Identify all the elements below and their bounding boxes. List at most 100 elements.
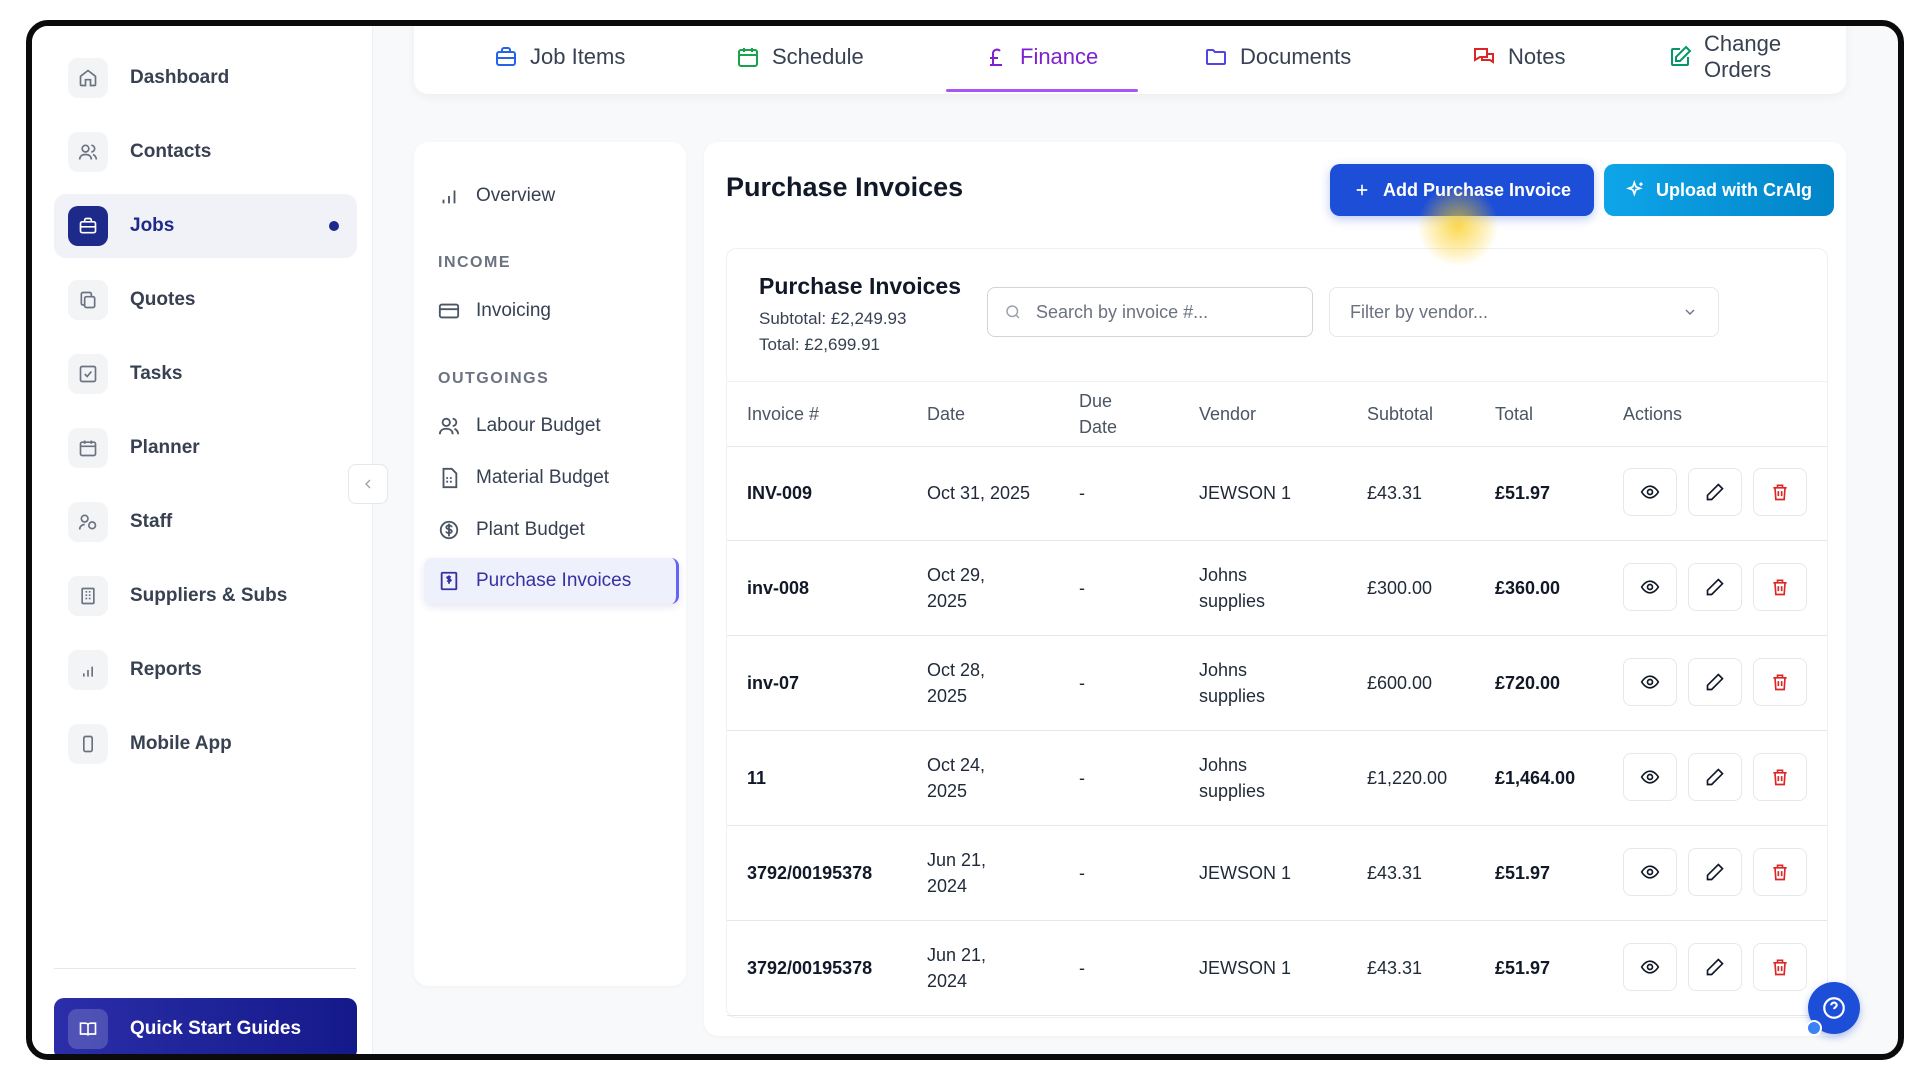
column-header-subtotal: Subtotal: [1367, 404, 1434, 424]
cell-vendor: JEWSON 1: [1199, 445, 1291, 540]
edit-button[interactable]: [1688, 943, 1742, 991]
cell-total: £51.97: [1495, 862, 1551, 883]
collapse-sidebar-button[interactable]: [348, 464, 388, 504]
cell-total: £1,464.00: [1495, 767, 1576, 788]
pencil-icon: [1705, 767, 1725, 787]
sidebar-item-label: Contacts: [130, 141, 212, 162]
vendor-filter-select[interactable]: Filter by vendor...: [1329, 287, 1719, 337]
cell-vendor: JEWSON 1: [1199, 920, 1291, 1015]
sidebar-item-label: Tasks: [130, 363, 183, 384]
view-button[interactable]: [1623, 848, 1677, 896]
sidebar: Dashboard Contacts Jobs Quotes Tasks Pla…: [32, 26, 373, 1054]
column-header-invoice: Invoice #: [747, 404, 820, 424]
delete-button[interactable]: [1753, 468, 1807, 516]
date-line-1: Oct 29,: [927, 564, 986, 585]
eye-icon: [1640, 957, 1660, 977]
edit-button[interactable]: [1688, 563, 1742, 611]
sidebar-item-dashboard[interactable]: Dashboard: [54, 46, 357, 110]
search-input[interactable]: [1034, 300, 1298, 324]
view-button[interactable]: [1623, 468, 1677, 516]
tab-finance[interactable]: Finance: [984, 26, 1098, 88]
sidebar-item-reports[interactable]: Reports: [54, 638, 357, 702]
edit-button[interactable]: [1688, 658, 1742, 706]
sidebar-item-tasks[interactable]: Tasks: [54, 342, 357, 406]
subnav-item-material-budget[interactable]: Material Budget: [424, 454, 676, 502]
cell-due-date: -: [1079, 767, 1085, 788]
view-button[interactable]: [1623, 753, 1677, 801]
sidebar-item-planner[interactable]: Planner: [54, 416, 357, 480]
dollar-circle-icon: [438, 519, 460, 541]
purchase-invoices-panel: Purchase Invoices Add Purchase Invoice U…: [704, 142, 1846, 1036]
table-row: INV-009 Oct 31, 2025 - JEWSON 1 £43.31 £…: [727, 445, 1827, 541]
delete-button[interactable]: [1753, 563, 1807, 611]
pencil-icon: [1705, 577, 1725, 597]
sidebar-item-jobs[interactable]: Jobs: [54, 194, 357, 258]
delete-button[interactable]: [1753, 658, 1807, 706]
page-title: Purchase Invoices: [726, 172, 964, 202]
sidebar-item-quotes[interactable]: Quotes: [54, 268, 357, 332]
cell-subtotal: £43.31: [1367, 482, 1423, 503]
column-header-total: Total: [1495, 404, 1534, 424]
cell-subtotal: £1,220.00: [1367, 767, 1448, 788]
subnav-item-invoicing[interactable]: Invoicing: [424, 287, 676, 335]
pencil-icon: [1705, 482, 1725, 502]
column-header-actions: Actions: [1623, 404, 1683, 424]
delete-button[interactable]: [1753, 848, 1807, 896]
trash-icon: [1770, 957, 1790, 977]
tab-schedule[interactable]: Schedule: [736, 26, 864, 88]
briefcase-icon: [68, 206, 108, 246]
cell-date: Oct 31, 2025: [927, 445, 1030, 540]
eye-icon: [1640, 862, 1660, 882]
cell-due-date: -: [1079, 862, 1085, 883]
delete-button[interactable]: [1753, 753, 1807, 801]
sparkle-icon: [1626, 180, 1646, 200]
view-button[interactable]: [1623, 563, 1677, 611]
table-row: 11 Oct 24, 2025 - Johns supplies £1,220.00…: [727, 730, 1827, 826]
cell-invoice: inv-07: [747, 672, 800, 693]
trash-icon: [1770, 767, 1790, 787]
delete-button[interactable]: [1753, 943, 1807, 991]
view-button[interactable]: [1623, 943, 1677, 991]
tab-label: Job Items: [530, 44, 626, 69]
vendor-line-2: supplies: [1199, 590, 1266, 611]
tab-documents[interactable]: Documents: [1204, 26, 1351, 88]
sidebar-item-staff[interactable]: Staff: [54, 490, 357, 554]
edit-button[interactable]: [1688, 848, 1742, 896]
subnav-item-overview[interactable]: Overview: [424, 172, 676, 220]
subnav-heading-income: INCOME: [438, 254, 511, 271]
add-purchase-invoice-button[interactable]: Add Purchase Invoice: [1330, 164, 1594, 216]
sidebar-item-mobile-app[interactable]: Mobile App: [54, 712, 357, 776]
trash-icon: [1770, 482, 1790, 502]
vendor-line-1: JEWSON 1: [1199, 862, 1292, 883]
sidebar-item-contacts[interactable]: Contacts: [54, 120, 357, 184]
eye-icon: [1640, 482, 1660, 502]
subnav-item-plant-budget[interactable]: Plant Budget: [424, 506, 676, 554]
edit-button[interactable]: [1688, 468, 1742, 516]
total-text: Total: £2,699.91: [759, 335, 880, 354]
edit-button[interactable]: [1688, 753, 1742, 801]
date-line-1: Oct 24,: [927, 754, 986, 775]
sidebar-item-label: Jobs: [130, 215, 175, 236]
pencil-icon: [1705, 862, 1725, 882]
vendor-line-1: Johns: [1199, 659, 1248, 680]
cell-vendor: Johns supplies: [1199, 730, 1265, 825]
search-icon: [1004, 303, 1022, 321]
subnav-item-labour-budget[interactable]: Labour Budget: [424, 402, 676, 450]
upload-with-craig-button[interactable]: Upload with CrAIg: [1604, 164, 1834, 216]
vendor-line-1: JEWSON 1: [1199, 957, 1292, 978]
cell-invoice: 3792/00195378: [747, 957, 873, 978]
tab-job-items[interactable]: Job Items: [494, 26, 625, 88]
tab-notes[interactable]: Notes: [1472, 26, 1565, 88]
date-line-2: 2025: [927, 685, 968, 706]
cell-subtotal: £600.00: [1367, 672, 1433, 693]
date-line-2: 2024: [927, 970, 968, 991]
subnav-label: Material Budget: [476, 467, 610, 488]
cell-total: £360.00: [1495, 577, 1561, 598]
view-button[interactable]: [1623, 658, 1677, 706]
subnav-item-purchase-invoices[interactable]: Purchase Invoices: [424, 558, 679, 604]
sidebar-item-suppliers[interactable]: Suppliers & Subs: [54, 564, 357, 628]
trash-icon: [1770, 577, 1790, 597]
chat-icon: [1472, 45, 1496, 69]
quick-start-guides-button[interactable]: Quick Start Guides: [54, 998, 357, 1054]
tab-change-orders[interactable]: Change Orders: [1668, 26, 1846, 88]
